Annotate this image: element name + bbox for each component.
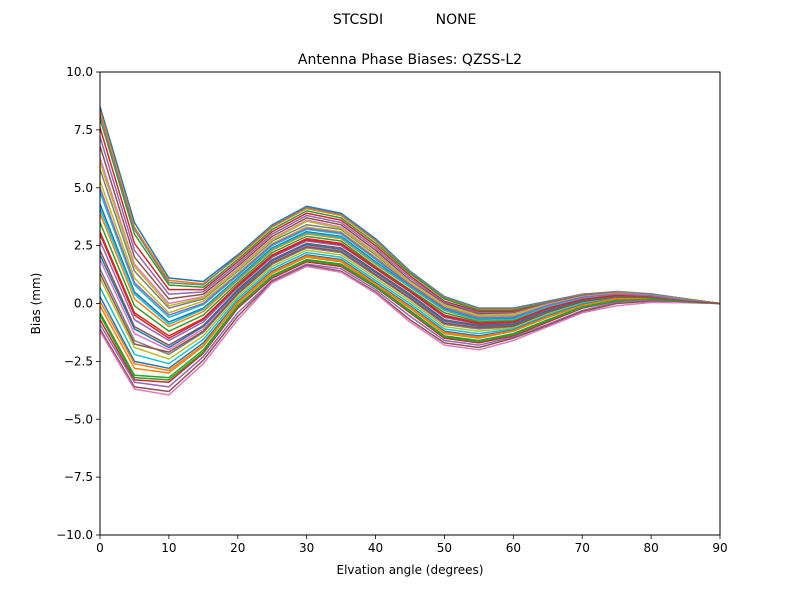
series-layer — [100, 106, 720, 396]
y-tick-label: −7.5 — [64, 470, 93, 484]
y-axis: 10.0 7.5 5.0 2.5 0.0 −2.5 −5.0 −7.5 −10.0 — [56, 65, 100, 542]
series-line-36 — [100, 246, 720, 353]
x-tick-label: 40 — [368, 541, 383, 555]
x-axis: 0 10 20 30 40 50 60 70 80 90 — [96, 535, 728, 555]
y-tick-label: −10.0 — [56, 528, 93, 542]
figure-suptitle-right: NONE — [436, 12, 477, 28]
figure-suptitle-left: STCSDI — [333, 12, 383, 28]
series-line-33 — [100, 259, 720, 381]
series-line-28 — [100, 115, 720, 310]
chart-title: Antenna Phase Biases: QZSS-L2 — [298, 52, 522, 68]
y-axis-label: Bias (mm) — [29, 273, 43, 335]
y-tick-label: 0.0 — [74, 297, 93, 311]
x-tick-label: 60 — [506, 541, 521, 555]
x-tick-label: 80 — [643, 541, 658, 555]
series-line-27 — [100, 265, 720, 396]
x-tick-label: 30 — [299, 541, 314, 555]
series-line-32 — [100, 255, 720, 372]
x-tick-label: 20 — [230, 541, 245, 555]
y-tick-label: 7.5 — [74, 123, 93, 137]
y-tick-label: 2.5 — [74, 239, 93, 253]
series-line-22 — [100, 256, 720, 374]
y-tick-label: 10.0 — [66, 65, 93, 79]
x-tick-label: 50 — [437, 541, 452, 555]
x-tick-label: 70 — [575, 541, 590, 555]
x-tick-label: 0 — [96, 541, 104, 555]
series-line-34 — [100, 233, 720, 339]
series-line-35 — [100, 187, 720, 319]
x-tick-label: 10 — [161, 541, 176, 555]
series-line-13 — [100, 222, 720, 333]
x-tick-label: 90 — [712, 541, 727, 555]
series-line-26 — [100, 264, 720, 393]
y-tick-label: 5.0 — [74, 181, 93, 195]
y-tick-label: −2.5 — [64, 354, 93, 368]
y-tick-label: −5.0 — [64, 412, 93, 426]
series-line-25 — [100, 263, 720, 388]
x-axis-label: Elvation angle (degrees) — [337, 563, 484, 577]
